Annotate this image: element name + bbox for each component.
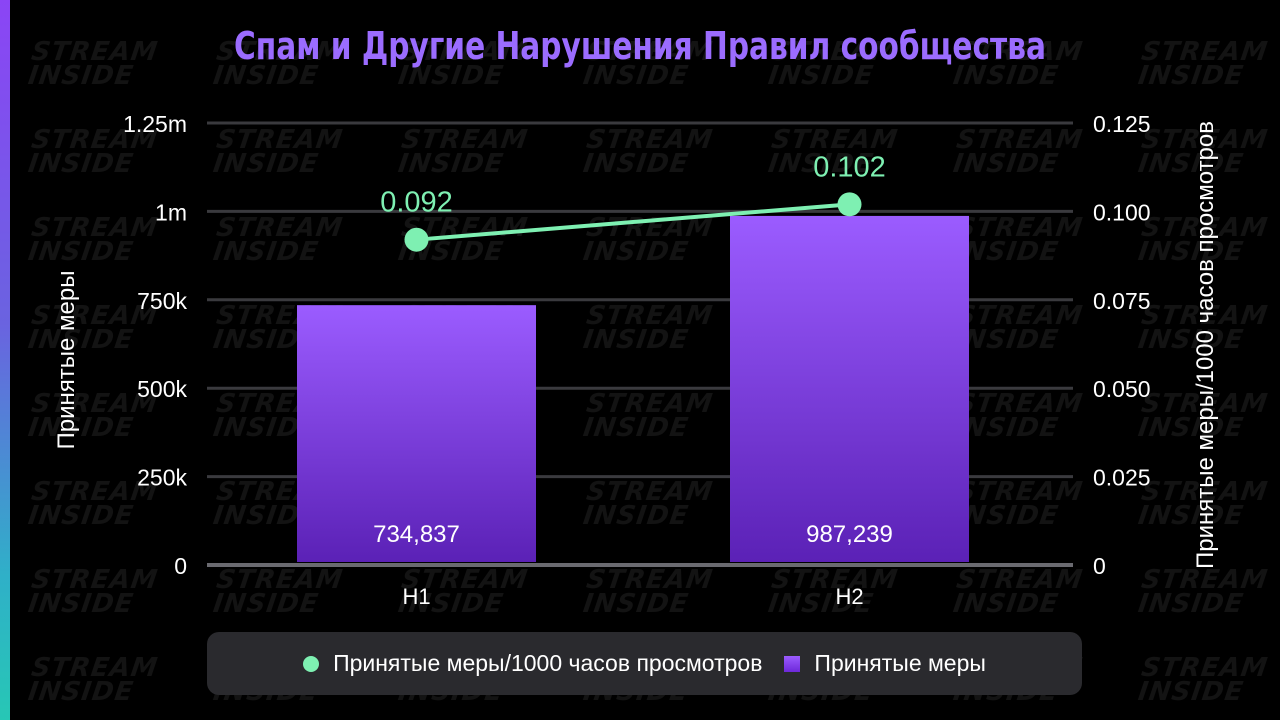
legend-line-label: Принятые меры/1000 часов просмотров (333, 650, 763, 676)
x-tick-label: H2 (835, 584, 863, 609)
y-tick-label-right: 0 (1093, 553, 1106, 579)
legend-item-bar[interactable]: Принятые меры (784, 650, 986, 677)
chart-title: Спам и Другие Нарушения Правил сообществ… (234, 24, 1046, 68)
y-axis-right-label: Принятые меры/1000 часов просмотров (1192, 120, 1219, 570)
y-tick-label-right: 0.075 (1093, 288, 1151, 314)
bar-value-label: 734,837 (373, 521, 460, 548)
y-tick-label-left: 250k (137, 465, 187, 491)
y-tick-label-left: 1.25m (123, 111, 187, 137)
series-line (416, 202, 850, 242)
x-tick-label: H1 (402, 584, 430, 609)
line-point (837, 192, 862, 217)
bar-value-label: 987,239 (806, 521, 893, 548)
y-tick-label-right: 0.025 (1093, 465, 1151, 491)
y-tick-label-left: 0 (174, 553, 187, 579)
y-axis-left-label: Принятые меры (53, 270, 80, 450)
line-value-label: 0.092 (380, 187, 453, 219)
y-tick-label-right: 0.050 (1093, 376, 1151, 402)
bar (730, 215, 969, 562)
y-tick-label-right: 0.100 (1093, 199, 1151, 225)
legend: Принятые меры/1000 часов просмотров Прин… (207, 632, 1082, 695)
legend-bar-marker (784, 655, 801, 672)
legend-bar-label: Принятые меры (814, 650, 986, 676)
accent-bar (0, 0, 10, 720)
y-tick-label-left: 500k (137, 376, 187, 402)
y-tick-label-right: 0.125 (1093, 111, 1151, 137)
bar (297, 305, 536, 562)
y-tick-label-left: 750k (137, 288, 187, 314)
legend-line-marker (303, 655, 320, 672)
legend-item-line[interactable]: Принятые меры/1000 часов просмотров (303, 650, 762, 677)
line-value-label: 0.102 (813, 151, 886, 183)
y-tick-label-left: 1m (155, 199, 187, 225)
line-point (404, 227, 429, 252)
